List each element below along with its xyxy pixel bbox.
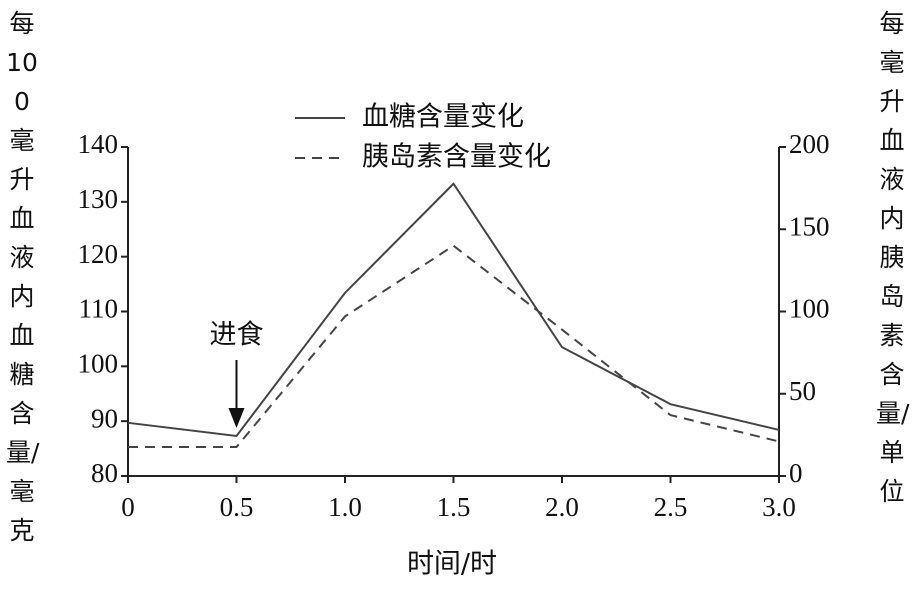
x-tick-label: 0 bbox=[121, 492, 135, 522]
data-line bbox=[127, 182, 780, 438]
annotation: 进食 bbox=[210, 320, 264, 351]
y-axis-label: 每100毫升血液内血糖含量/毫克 bbox=[6, 9, 40, 545]
x-tick-label: 1.5 bbox=[437, 492, 471, 522]
y-tick-label: 90 bbox=[91, 403, 118, 433]
y-tick-label: 140 bbox=[78, 129, 119, 159]
y-tick-label: 130 bbox=[78, 184, 119, 214]
x-tick-label: 2.0 bbox=[545, 492, 579, 522]
y2-axis-label: 每毫升血液内胰岛素含量/单位 bbox=[876, 9, 910, 506]
y2-tick-label: 100 bbox=[789, 294, 830, 324]
x-tick-label: 0.5 bbox=[220, 492, 254, 522]
y2-tick-label: 150 bbox=[789, 211, 830, 241]
x-tick-label: 1.0 bbox=[328, 492, 362, 522]
x-tick-label: 3.0 bbox=[762, 492, 796, 522]
y-tick-label: 100 bbox=[78, 349, 119, 379]
legend-label: 胰岛素含量变化 bbox=[362, 142, 551, 173]
y-tick-label: 110 bbox=[79, 294, 119, 324]
annotation-arrowhead bbox=[228, 408, 245, 428]
x-axis-label: 时间/时 bbox=[407, 549, 497, 580]
data-line bbox=[128, 244, 780, 449]
legend-label: 血糖含量变化 bbox=[362, 102, 524, 133]
y-tick-label: 80 bbox=[91, 458, 118, 488]
y2-tick-label: 0 bbox=[789, 458, 803, 488]
y-tick-label: 120 bbox=[78, 239, 119, 269]
x-tick-label: 2.5 bbox=[654, 492, 688, 522]
y2-tick-label: 200 bbox=[789, 129, 830, 159]
y2-tick-label: 50 bbox=[789, 376, 816, 406]
